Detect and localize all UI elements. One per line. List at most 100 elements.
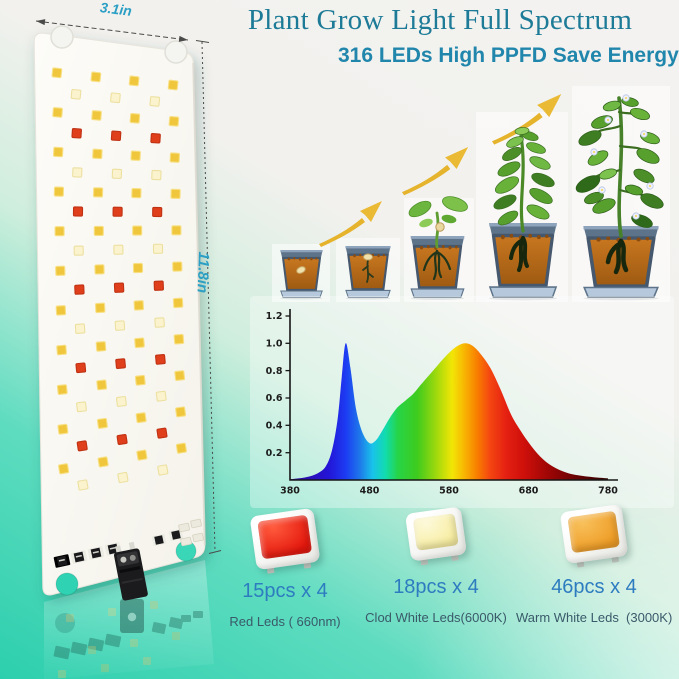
led-chip — [115, 358, 126, 369]
x-tick-label: 680 — [519, 486, 539, 497]
led-chip — [73, 245, 84, 256]
led-chip — [115, 396, 127, 407]
chip-emitter — [257, 514, 313, 560]
led-chip — [72, 206, 84, 217]
led-chip — [112, 206, 123, 217]
led-chip — [57, 423, 69, 435]
led-chip — [51, 67, 63, 79]
led-chip — [168, 116, 180, 127]
led-chip — [167, 79, 179, 91]
led-chip — [128, 75, 140, 87]
led-chip — [110, 92, 121, 104]
led-chip — [133, 300, 145, 311]
led-chip — [149, 96, 161, 107]
warm-white-led-chip-icon — [559, 503, 629, 568]
led-chip — [77, 479, 89, 491]
stage-seed — [279, 248, 324, 301]
led-chip — [132, 262, 144, 274]
led-chip — [114, 320, 126, 331]
led-chip — [152, 243, 164, 254]
y-tick-label: 0.8 — [266, 366, 283, 377]
led-chip — [129, 113, 141, 124]
led-chip — [135, 412, 147, 424]
stage-flowering-plant — [575, 94, 664, 303]
led-chip — [130, 150, 141, 161]
dimension-height-line — [195, 40, 222, 554]
led-legend-warm-white: 46pcs x 4 Warm White Leds (3000K) — [516, 503, 673, 625]
page-subtitle: 316 LEDs High PPFD Save Energy — [338, 44, 679, 67]
led-chip — [131, 187, 142, 199]
x-tick-label: 480 — [360, 486, 380, 497]
led-chip — [155, 390, 167, 402]
led-chip — [153, 280, 164, 291]
led-chip — [54, 226, 65, 237]
led-chip — [75, 362, 87, 374]
led-chip — [92, 187, 104, 198]
led-legend-cold-white: 18pcs x 4 Clod White Leds(6000K) — [365, 506, 507, 625]
led-grid — [51, 67, 187, 491]
y-tick-label: 0.2 — [266, 448, 283, 459]
growth-stages-illustration — [272, 86, 670, 303]
red-led-count: 15pcs x 4 — [242, 580, 328, 602]
stage-young-plant — [487, 127, 559, 303]
led-chip — [116, 433, 128, 446]
x-tick-label: 380 — [280, 486, 300, 497]
y-tick-label: 1.2 — [266, 311, 283, 322]
cold-white-led-description: Clod White Leds(6000K) — [365, 610, 507, 625]
led-chip — [76, 401, 87, 413]
chart-tick-labels: 0.2 0.4 0.6 0.8 1.0 1.2 380 480 580 680 780 — [266, 311, 619, 496]
led-chip — [91, 110, 102, 121]
led-chip — [58, 463, 70, 475]
cold-white-led-chip-icon — [404, 506, 468, 566]
led-chip — [70, 88, 82, 100]
led-chip — [95, 341, 107, 352]
led-chip — [172, 261, 183, 272]
led-chip — [71, 128, 82, 139]
chip-emitter — [412, 513, 459, 551]
panel-hole-bottom-left — [55, 572, 79, 596]
led-chip — [55, 265, 66, 276]
led-chip — [93, 225, 104, 236]
led-chip — [55, 305, 67, 316]
led-chip — [132, 225, 143, 236]
spectrum-chart: 0.2 0.4 0.6 0.8 1.0 1.2 380 480 580 680 780 — [250, 296, 674, 508]
led-chip — [156, 427, 168, 439]
growth-arrow-2 — [402, 147, 469, 196]
led-chip — [117, 471, 129, 484]
led-chip — [157, 464, 169, 476]
flowers — [590, 94, 654, 220]
led-chip — [169, 152, 181, 163]
red-led-chip-icon — [249, 507, 321, 574]
led-chip — [113, 282, 125, 293]
y-tick-label: 1.0 — [266, 339, 283, 350]
x-tick-label: 780 — [598, 486, 618, 497]
y-tick-label: 0.4 — [266, 421, 283, 432]
led-chip — [154, 317, 165, 328]
led-chip — [136, 449, 148, 461]
led-chip — [96, 379, 108, 391]
red-led-description: Red Leds ( 660nm) — [229, 614, 341, 629]
led-chip — [56, 384, 68, 395]
panel-reflection — [44, 560, 214, 679]
page-title: Plant Grow Light Full Spectrum — [247, 4, 633, 36]
led-chip — [174, 370, 186, 381]
led-chip — [134, 374, 146, 386]
led-chip — [175, 442, 187, 454]
led-legend-red: 15pcs x 4 Red Leds ( 660nm) — [218, 507, 352, 629]
stage-seedling — [408, 196, 468, 302]
spectrum-area — [290, 343, 608, 480]
chart-axes — [289, 309, 618, 481]
panel-hole-top-right — [164, 40, 188, 64]
dimension-width-line — [35, 19, 189, 42]
chip-emitter — [567, 510, 620, 554]
led-chip — [134, 337, 145, 349]
led-chip — [171, 225, 182, 236]
warm-white-led-description: Warm White Leds (3000K) — [516, 610, 673, 625]
connector-reflection — [120, 599, 144, 633]
led-chip — [152, 206, 163, 218]
led-chip — [113, 244, 124, 255]
led-chip — [175, 406, 187, 418]
led-chip — [94, 264, 105, 275]
led-chip — [94, 302, 106, 314]
